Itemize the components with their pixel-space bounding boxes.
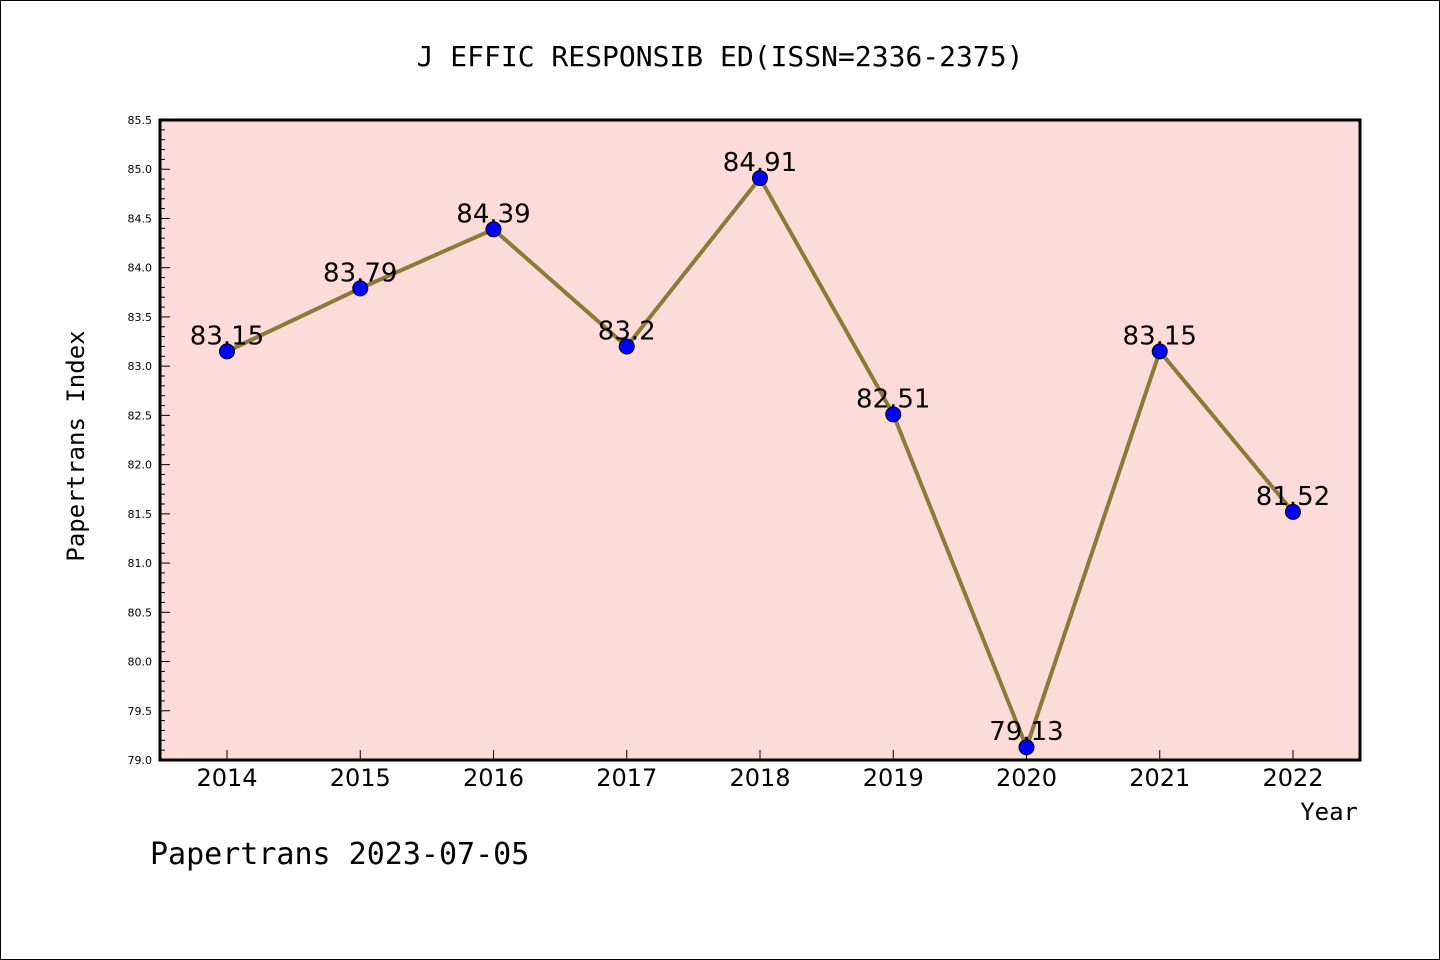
y-tick-label: 81.5 <box>128 508 153 521</box>
data-label: 83.2 <box>598 316 656 346</box>
x-axis-label: Year <box>1300 798 1358 826</box>
data-point <box>352 280 369 297</box>
y-tick-label: 79.5 <box>128 705 153 718</box>
x-tick-label: 2018 <box>729 764 790 792</box>
data-point <box>1018 739 1035 756</box>
data-label: 83.15 <box>1123 321 1197 351</box>
data-point <box>1285 503 1301 520</box>
data-markers <box>219 170 1301 756</box>
x-tick-label: 2016 <box>463 764 524 792</box>
y-tick-label: 82.0 <box>128 459 153 472</box>
data-label: 81.52 <box>1256 482 1330 512</box>
data-label: 82.51 <box>856 384 930 414</box>
y-tick-label: 80.5 <box>128 606 153 619</box>
y-tick-label: 82.5 <box>128 409 153 422</box>
plot-area <box>158 118 1362 762</box>
data-label: 79.13 <box>989 717 1063 747</box>
data-point <box>485 221 502 238</box>
x-tick-label: 2017 <box>596 764 657 792</box>
x-tick-label: 2020 <box>996 764 1057 792</box>
data-labels: 83.15 83.79 84.39 83.2 84.91 82.51 79.13 83.15 8… <box>190 148 1330 747</box>
y-tick-label: 83.5 <box>128 311 153 324</box>
y-tick-label: 79.0 <box>128 754 153 767</box>
y-tick-label: 85.5 <box>128 114 153 127</box>
data-label: 84.39 <box>456 199 530 229</box>
footer-date: Papertrans 2023-07-05 <box>150 837 529 872</box>
y-axis-label: Papertrans Index <box>62 330 90 561</box>
y-tick-label: 83.0 <box>128 360 153 373</box>
data-point <box>219 343 235 360</box>
x-axis: 2014 2015 2016 2017 2018 2019 2020 2021 2022 <box>196 750 1324 792</box>
y-tick-label: 84.5 <box>128 212 153 225</box>
data-point <box>752 170 768 187</box>
x-tick-label: 2022 <box>1262 764 1323 792</box>
data-label: 83.79 <box>323 258 397 288</box>
x-tick-label: 2019 <box>863 764 924 792</box>
y-tick-label: 81.0 <box>128 557 153 570</box>
data-point <box>1151 343 1168 360</box>
x-tick-label: 2021 <box>1129 764 1190 792</box>
y-axis: 79.0 79.5 80.0 80.5 81.0 81.5 82.0 82.5 83.0 83.5… <box>128 114 170 767</box>
x-tick-label: 2015 <box>330 764 391 792</box>
data-label: 83.15 <box>190 321 264 351</box>
y-tick-label: 85.0 <box>128 163 153 176</box>
data-label: 84.91 <box>723 148 797 178</box>
y-tick-label: 84.0 <box>128 262 153 275</box>
x-tick-label: 2014 <box>196 764 257 792</box>
data-point <box>885 406 902 423</box>
y-tick-label: 80.0 <box>128 656 153 669</box>
chart-title: J EFFIC RESPONSIB ED(ISSN=2336-2375) <box>417 40 1024 73</box>
data-point <box>618 338 635 355</box>
